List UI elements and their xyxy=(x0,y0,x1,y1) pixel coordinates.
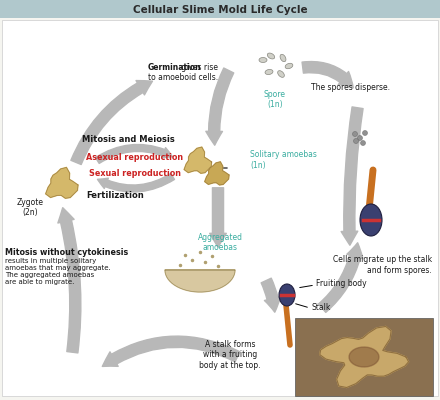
FancyArrowPatch shape xyxy=(261,278,281,312)
Text: Stalk: Stalk xyxy=(311,304,330,312)
Text: Cells migrate up the stalk
and form spores.: Cells migrate up the stalk and form spor… xyxy=(333,255,432,275)
Ellipse shape xyxy=(285,63,293,69)
Ellipse shape xyxy=(268,53,275,59)
Text: Solitary amoebas
(1n): Solitary amoebas (1n) xyxy=(250,150,317,170)
Text: Mitosis and Meiosis: Mitosis and Meiosis xyxy=(82,136,174,144)
Text: Germination: Germination xyxy=(148,63,202,72)
FancyArrowPatch shape xyxy=(71,80,153,164)
Polygon shape xyxy=(46,168,78,198)
FancyArrowPatch shape xyxy=(102,336,240,366)
FancyArrowPatch shape xyxy=(302,62,353,88)
Circle shape xyxy=(353,138,359,144)
FancyArrowPatch shape xyxy=(95,144,172,164)
Text: gives rise
to amoeboid cells.: gives rise to amoeboid cells. xyxy=(148,63,218,82)
Text: Fruiting body: Fruiting body xyxy=(316,280,367,288)
Polygon shape xyxy=(184,147,212,173)
Ellipse shape xyxy=(259,58,267,62)
Text: Sexual reproduction: Sexual reproduction xyxy=(89,168,181,178)
FancyBboxPatch shape xyxy=(0,0,440,18)
Text: Fertilization: Fertilization xyxy=(86,190,144,200)
Polygon shape xyxy=(205,162,229,185)
Polygon shape xyxy=(320,326,409,388)
Text: results in multiple solitary
amoebas that may aggregate.
The aggregated amoebas
: results in multiple solitary amoebas tha… xyxy=(5,258,111,285)
Polygon shape xyxy=(349,347,379,367)
FancyArrowPatch shape xyxy=(341,107,363,245)
Ellipse shape xyxy=(280,54,286,62)
Ellipse shape xyxy=(279,284,295,306)
Text: Zygote
(2n): Zygote (2n) xyxy=(17,198,44,218)
Circle shape xyxy=(352,132,357,136)
Ellipse shape xyxy=(360,204,382,236)
Circle shape xyxy=(363,130,367,136)
Text: Cellular Slime Mold Life Cycle: Cellular Slime Mold Life Cycle xyxy=(133,5,307,15)
FancyArrowPatch shape xyxy=(206,68,234,145)
FancyArrowPatch shape xyxy=(58,208,81,353)
FancyArrowPatch shape xyxy=(210,188,226,247)
Circle shape xyxy=(360,140,366,146)
Ellipse shape xyxy=(265,70,273,74)
Ellipse shape xyxy=(278,71,284,77)
Text: Asexual reproduction: Asexual reproduction xyxy=(86,154,183,162)
Text: Aggregated
amoebas: Aggregated amoebas xyxy=(198,232,242,252)
Text: The spores disperse.: The spores disperse. xyxy=(311,84,390,92)
FancyArrowPatch shape xyxy=(319,243,363,312)
FancyBboxPatch shape xyxy=(2,20,438,396)
Circle shape xyxy=(357,136,363,140)
FancyBboxPatch shape xyxy=(295,318,433,396)
Text: A stalk forms
with a fruiting
body at the top.: A stalk forms with a fruiting body at th… xyxy=(199,340,261,370)
Text: Mitosis without cytokinesis: Mitosis without cytokinesis xyxy=(5,248,128,257)
Text: Spore
(1n): Spore (1n) xyxy=(264,90,286,109)
Polygon shape xyxy=(165,270,235,292)
FancyArrowPatch shape xyxy=(97,174,175,192)
